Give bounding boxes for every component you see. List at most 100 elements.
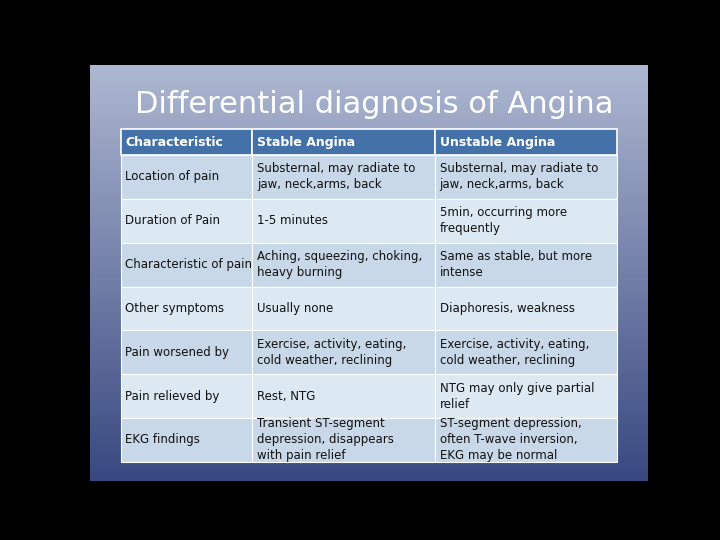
Bar	[90, 460, 648, 461]
Bar	[90, 282, 648, 284]
Bar	[90, 170, 648, 172]
Bar	[90, 129, 648, 130]
Bar	[90, 273, 648, 274]
Bar	[90, 289, 648, 291]
Bar	[90, 108, 648, 109]
Bar	[90, 441, 648, 442]
Bar	[90, 101, 648, 102]
Bar	[90, 145, 648, 146]
Bar	[90, 296, 648, 298]
Bar	[90, 434, 648, 435]
Bar	[252, 242, 435, 287]
Bar	[90, 302, 648, 303]
Bar	[90, 194, 648, 195]
Bar	[90, 468, 648, 469]
Text: 1-5 minutes: 1-5 minutes	[257, 214, 328, 227]
Bar	[90, 472, 648, 474]
Bar	[90, 306, 648, 307]
Bar	[90, 421, 648, 422]
Bar	[90, 305, 648, 306]
Bar	[90, 475, 648, 476]
Bar	[90, 287, 648, 288]
Bar	[90, 111, 648, 112]
Bar	[90, 192, 648, 194]
Bar	[90, 309, 648, 310]
Bar	[90, 411, 648, 413]
Bar	[90, 66, 648, 68]
Bar	[90, 162, 648, 163]
Bar	[90, 294, 648, 295]
Bar	[90, 361, 648, 363]
Bar	[90, 342, 648, 343]
Bar	[90, 206, 648, 207]
Bar	[90, 424, 648, 425]
Bar	[90, 314, 648, 316]
Bar	[90, 399, 648, 400]
Bar	[90, 253, 648, 255]
Bar	[90, 233, 648, 234]
Bar	[252, 129, 435, 155]
Bar	[252, 374, 435, 418]
Bar	[90, 163, 648, 165]
Text: Transient ST-segment
depression, disappears
with pain relief: Transient ST-segment depression, disappe…	[257, 417, 394, 462]
Bar	[90, 140, 648, 141]
Bar	[90, 436, 648, 437]
Bar	[90, 469, 648, 471]
Bar	[90, 447, 648, 449]
Bar	[90, 82, 648, 83]
Bar	[90, 226, 648, 227]
Bar	[90, 284, 648, 285]
Bar	[90, 255, 648, 256]
Bar	[90, 352, 648, 353]
Bar	[90, 148, 648, 150]
Bar	[90, 184, 648, 185]
Bar	[90, 124, 648, 126]
Bar	[90, 431, 648, 432]
Bar	[252, 418, 435, 462]
Bar	[90, 332, 648, 334]
Bar	[90, 357, 648, 359]
Bar	[90, 73, 648, 75]
Bar	[90, 106, 648, 108]
Bar	[90, 403, 648, 404]
Bar	[90, 313, 648, 314]
Bar	[90, 231, 648, 233]
Bar	[90, 265, 648, 266]
Bar	[90, 211, 648, 212]
Bar	[90, 152, 648, 153]
Bar	[90, 463, 648, 464]
Bar	[90, 137, 648, 138]
Bar	[121, 242, 252, 287]
Bar	[90, 386, 648, 388]
Bar	[435, 374, 617, 418]
Bar	[90, 336, 648, 338]
Bar	[90, 310, 648, 312]
Bar	[90, 437, 648, 439]
Bar	[90, 267, 648, 268]
Bar	[90, 341, 648, 342]
Bar	[90, 251, 648, 252]
Bar	[90, 92, 648, 94]
Bar	[90, 248, 648, 249]
Bar	[90, 165, 648, 166]
Bar	[90, 299, 648, 300]
Bar	[90, 383, 648, 385]
Bar	[90, 461, 648, 463]
Bar	[90, 353, 648, 354]
Bar	[90, 322, 648, 324]
Bar	[90, 72, 648, 73]
Bar	[90, 118, 648, 119]
Text: Characteristic: Characteristic	[125, 136, 223, 148]
Bar	[90, 449, 648, 450]
Bar	[90, 83, 648, 84]
Bar	[90, 141, 648, 143]
Bar	[121, 199, 252, 242]
Bar	[90, 133, 648, 134]
Bar	[90, 227, 648, 228]
Bar	[435, 242, 617, 287]
Bar	[90, 443, 648, 444]
Bar	[90, 146, 648, 148]
Bar	[90, 217, 648, 219]
Bar	[90, 80, 648, 82]
Bar	[90, 285, 648, 287]
